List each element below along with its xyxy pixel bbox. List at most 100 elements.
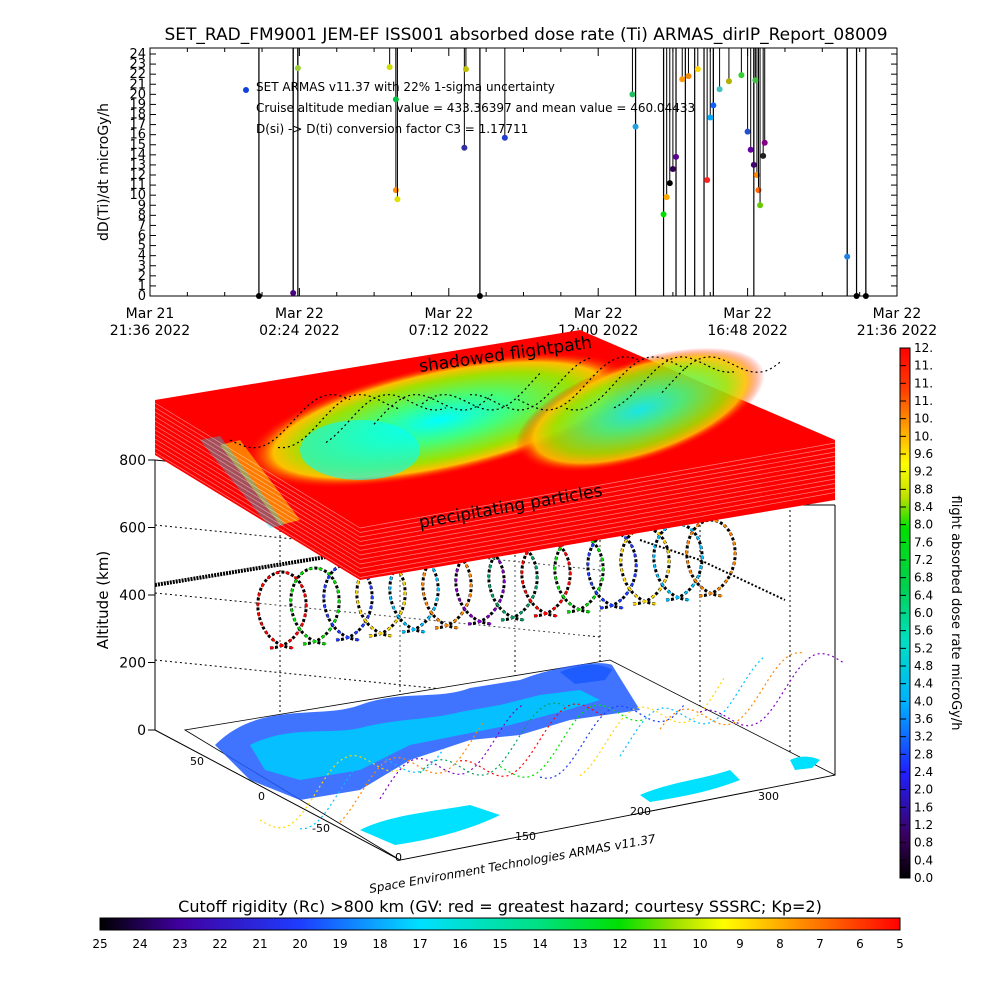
colorbar-tick-label: 11. — [914, 394, 933, 408]
colorbar-tick-label: 12. — [914, 341, 933, 355]
slab-track — [373, 392, 495, 425]
flight-trails — [259, 651, 845, 830]
striation — [359, 492, 836, 578]
y-tick-label: 50 — [190, 755, 204, 768]
x-tick-date: Mar 21 — [126, 306, 175, 322]
striation — [359, 442, 836, 529]
z-tick-label: 800 — [119, 453, 146, 469]
colorbar-tick-label: 3.6 — [914, 712, 933, 726]
colorbar-tick-label: 9.2 — [914, 465, 933, 479]
x-tick-date: Mar 22 — [275, 306, 324, 322]
colorbar-tick-label: 10. — [914, 429, 933, 443]
colorbar-tick-label: 8 — [776, 937, 784, 951]
y-tick-label: 18 — [129, 108, 146, 123]
y-axis-label: dD(Ti)/dt microGy/h — [96, 103, 112, 241]
colorbar-label: flight absorbed dose rate microGy/h — [948, 496, 963, 731]
data-point — [725, 78, 732, 85]
colorbar-tick-label: 0.8 — [914, 836, 933, 850]
colorbar-tick-label: 6 — [856, 937, 864, 951]
striation — [154, 407, 361, 533]
colorbar-tick-label: 4.0 — [914, 694, 933, 708]
colorbar-ticks: 0.0 0.4 0.8 1.2 1.6 2.0 2.4 2.8 3.2 3.6 4.0 4.4 4.8 5… — [900, 341, 933, 885]
y-tick-label: 13 — [129, 158, 146, 173]
x-tick-time: 07:12 2022 — [409, 323, 489, 339]
striation — [154, 443, 361, 569]
data-point — [290, 289, 297, 296]
data-point — [755, 187, 762, 194]
colorbar-tick-label: 14 — [532, 937, 547, 951]
data-point — [392, 96, 399, 103]
colorbar-tick-label: 5 — [896, 937, 904, 951]
y-tick-label: 14 — [129, 148, 146, 163]
x-tick-label: 150 — [515, 830, 536, 843]
data-point — [294, 65, 301, 72]
slab-striations — [154, 402, 836, 578]
y-tick-label: 22 — [129, 67, 146, 82]
striation — [359, 447, 836, 533]
y-tick-label: 10 — [129, 188, 146, 203]
data-point — [462, 66, 469, 73]
data-point — [663, 194, 670, 201]
data-point — [666, 180, 673, 187]
colorbar-tick-label: 1.6 — [914, 800, 933, 814]
y-tick-label: 23 — [129, 57, 146, 72]
map-trail — [659, 651, 805, 730]
cutoff-rigidity-colorbar: Cutoff rigidity (Rc) >800 km (GV: red = … — [92, 897, 903, 951]
striation — [154, 434, 361, 560]
colorbar-tick-label: 2.4 — [914, 765, 933, 779]
colorbar-tick-label: 9 — [736, 937, 744, 951]
map-trail — [699, 652, 845, 727]
colorbar-tick-label: 7.6 — [914, 535, 933, 549]
striation — [359, 474, 836, 560]
data-point — [761, 139, 768, 146]
data-point — [476, 293, 483, 299]
striation — [154, 420, 361, 547]
map-trail — [339, 720, 485, 823]
y-tick-label: 9 — [138, 198, 146, 213]
data-point — [744, 128, 751, 135]
annotation-marker — [243, 87, 249, 93]
data-point — [750, 161, 757, 168]
colorbar-tick-label: 4.8 — [914, 659, 933, 673]
data-point — [255, 293, 262, 299]
data-point — [707, 114, 714, 121]
y-tick-label: 20 — [129, 87, 146, 102]
colorbar-tick-label: 15 — [492, 937, 507, 951]
data-point — [704, 177, 711, 184]
data-point — [862, 293, 869, 299]
data-point — [660, 211, 667, 218]
striation — [154, 416, 361, 542]
dose-rate-time-series: 0123456789101112131415161718192021222324… — [96, 47, 937, 339]
orbit-edge — [639, 539, 786, 601]
altitude-axis-label: Altitude (km) — [94, 551, 112, 649]
colorbar-tick-label: 11. — [914, 376, 933, 390]
x-tick-date: Mar 22 — [574, 306, 623, 322]
striation — [154, 438, 361, 565]
x-tick-label: 300 — [758, 790, 779, 803]
data-point — [716, 86, 723, 93]
altitude-axis-ticks: 0 200 400 600 800 — [119, 453, 155, 739]
slab-track — [517, 356, 639, 411]
colorbar-tick-label: 6.0 — [914, 606, 933, 620]
map-trail — [299, 747, 445, 830]
x-tick-label: 200 — [630, 805, 651, 818]
dose-rate-colorbar: 0.0 0.4 0.8 1.2 1.6 2.0 2.4 2.8 3.2 3.6 4.0 4.4 4.8 5… — [899, 341, 963, 885]
map-trail — [419, 702, 565, 776]
striation — [359, 478, 836, 565]
y-tick-label: 4 — [138, 249, 146, 264]
striation — [154, 411, 361, 538]
data-point — [710, 102, 717, 109]
y-tick-label: 24 — [129, 47, 146, 62]
striation — [359, 460, 836, 547]
slab-track — [613, 356, 735, 409]
x-tick-date: Mar 22 — [873, 306, 922, 322]
colorbar-tick-label: 24 — [132, 937, 147, 951]
colorbar-tick-label: 23 — [172, 937, 187, 951]
colorbar-tick-label: 7 — [816, 937, 824, 951]
slab-track — [229, 394, 351, 449]
y-tick-label: 3 — [138, 259, 146, 274]
map-trail — [499, 704, 645, 778]
